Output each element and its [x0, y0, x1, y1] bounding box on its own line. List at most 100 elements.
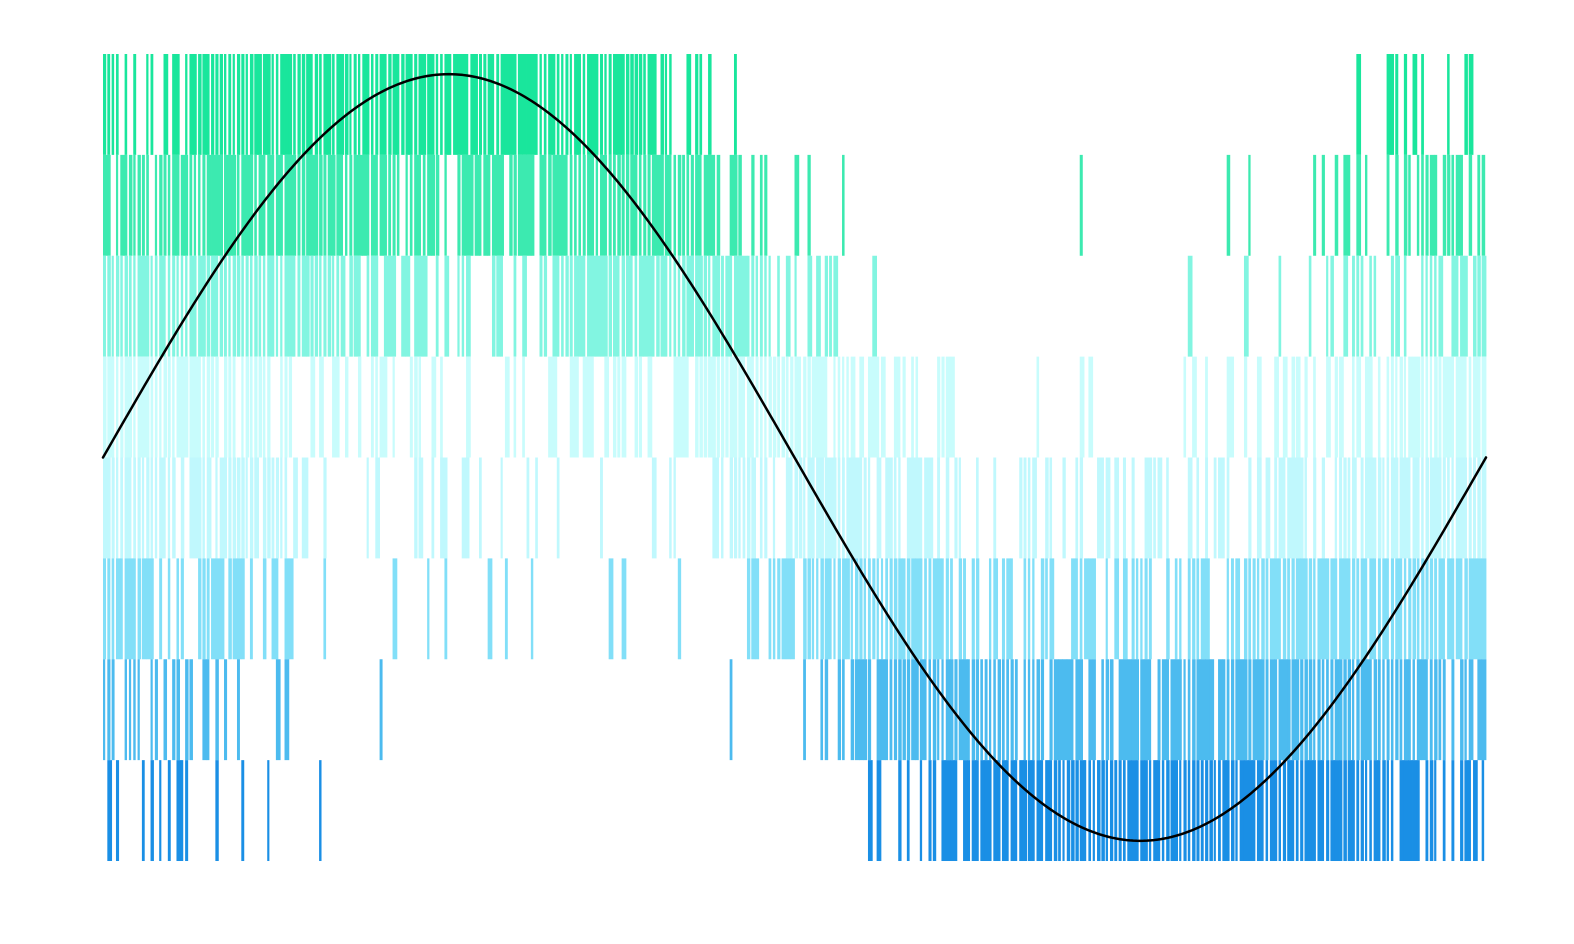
stripe-mark — [699, 356, 703, 458]
stripe-mark — [280, 255, 283, 357]
stripe-mark — [1403, 760, 1409, 862]
stripe-mark — [751, 558, 756, 660]
stripe-mark — [621, 154, 625, 256]
stripe-mark — [988, 760, 992, 862]
stripe-mark — [738, 457, 741, 559]
stripe-mark — [950, 760, 955, 862]
stripe-mark — [1352, 659, 1355, 761]
stripe-mark — [479, 154, 482, 256]
stripe-mark — [1300, 457, 1304, 559]
stripe-mark — [1088, 659, 1094, 761]
stripe-mark — [1274, 457, 1278, 559]
stripe-mark — [1269, 659, 1275, 761]
stripe-mark — [219, 457, 225, 559]
stripe-mark — [1408, 356, 1413, 458]
stripe-mark — [228, 558, 232, 660]
stripe-mark — [1330, 558, 1336, 660]
stripe-mark — [332, 255, 335, 357]
stripe-mark — [124, 54, 128, 155]
stripe-mark — [487, 558, 493, 660]
stripe-mark — [1416, 659, 1422, 761]
stripe-mark — [1274, 356, 1279, 458]
stripe-mark — [271, 558, 277, 660]
stripe-mark — [293, 54, 296, 155]
stripe-mark — [1360, 255, 1364, 357]
stripe-mark — [1373, 457, 1377, 559]
stripe-mark — [859, 457, 863, 559]
stripe-mark — [1438, 356, 1442, 458]
stripe-mark — [522, 54, 527, 155]
stripe-mark — [1075, 659, 1081, 761]
stripe-mark — [1243, 255, 1249, 357]
stripe-mark — [224, 154, 229, 256]
stripe-mark — [1209, 659, 1215, 761]
stripe-mark — [314, 54, 319, 155]
stripe-mark — [1001, 760, 1007, 862]
stripe-mark — [1131, 659, 1137, 761]
stripe-mark — [275, 54, 279, 155]
stripe-mark — [1477, 255, 1481, 357]
stripe-mark — [867, 558, 871, 660]
stripe-mark — [1326, 255, 1329, 357]
stripe-mark — [1287, 760, 1292, 862]
stripe-mark — [664, 154, 670, 256]
stripe-mark — [867, 457, 871, 559]
stripe-mark — [319, 760, 322, 862]
stripe-mark — [1464, 457, 1467, 559]
stripe-mark — [107, 356, 113, 458]
stripe-mark — [267, 154, 272, 256]
stripe-mark — [146, 457, 150, 559]
stripe-mark — [418, 255, 424, 357]
stripe-mark — [876, 659, 882, 761]
stripe-mark — [971, 558, 975, 660]
stripe-mark — [1421, 659, 1426, 761]
stripe-mark — [842, 558, 847, 660]
stripe-mark — [1252, 659, 1258, 761]
stripe-mark — [202, 54, 208, 155]
stripe-mark — [530, 154, 535, 256]
stripe-mark — [794, 356, 800, 458]
stripe-mark — [137, 659, 140, 761]
stripe-mark — [1243, 558, 1248, 660]
stripe-mark — [543, 255, 548, 357]
stripe-mark — [1442, 356, 1448, 458]
stripe-mark — [500, 154, 504, 256]
stripe-mark — [522, 154, 527, 256]
band-row-6 — [103, 659, 1487, 761]
stripe-mark — [595, 54, 599, 155]
stripe-mark — [867, 356, 873, 458]
stripe-mark — [245, 255, 249, 357]
stripe-mark — [288, 356, 293, 458]
stripe-mark — [163, 457, 166, 559]
stripe-mark — [1053, 760, 1058, 862]
stripe-mark — [889, 659, 893, 761]
stripe-mark — [1464, 558, 1468, 660]
stripe-mark — [578, 54, 581, 155]
stripe-mark — [1218, 659, 1223, 761]
stripe-mark — [284, 54, 290, 155]
stripe-mark — [1248, 659, 1252, 761]
stripe-mark — [409, 154, 413, 256]
stripe-mark — [829, 558, 832, 660]
stripe-mark — [267, 457, 271, 559]
stripe-mark — [768, 558, 772, 660]
stripe-mark — [211, 154, 216, 256]
stripe-mark — [561, 154, 566, 256]
stripe-mark — [1075, 760, 1079, 862]
stripe-mark — [340, 154, 343, 256]
stripe-mark — [1313, 457, 1317, 559]
stripe-mark — [1421, 457, 1424, 559]
stripe-mark — [695, 356, 699, 458]
stripe-mark — [215, 760, 219, 862]
stripe-mark — [1243, 356, 1248, 458]
stripe-mark — [1040, 659, 1045, 761]
stripe-mark — [1256, 356, 1262, 458]
stripe-mark — [107, 659, 111, 761]
stripe-mark — [1313, 659, 1316, 761]
stripe-mark — [418, 154, 421, 256]
stripe-mark — [1304, 659, 1308, 761]
stripe-mark — [1352, 457, 1357, 559]
stripe-mark — [664, 54, 668, 155]
stripe-mark — [725, 356, 729, 458]
stripe-mark — [491, 54, 495, 155]
